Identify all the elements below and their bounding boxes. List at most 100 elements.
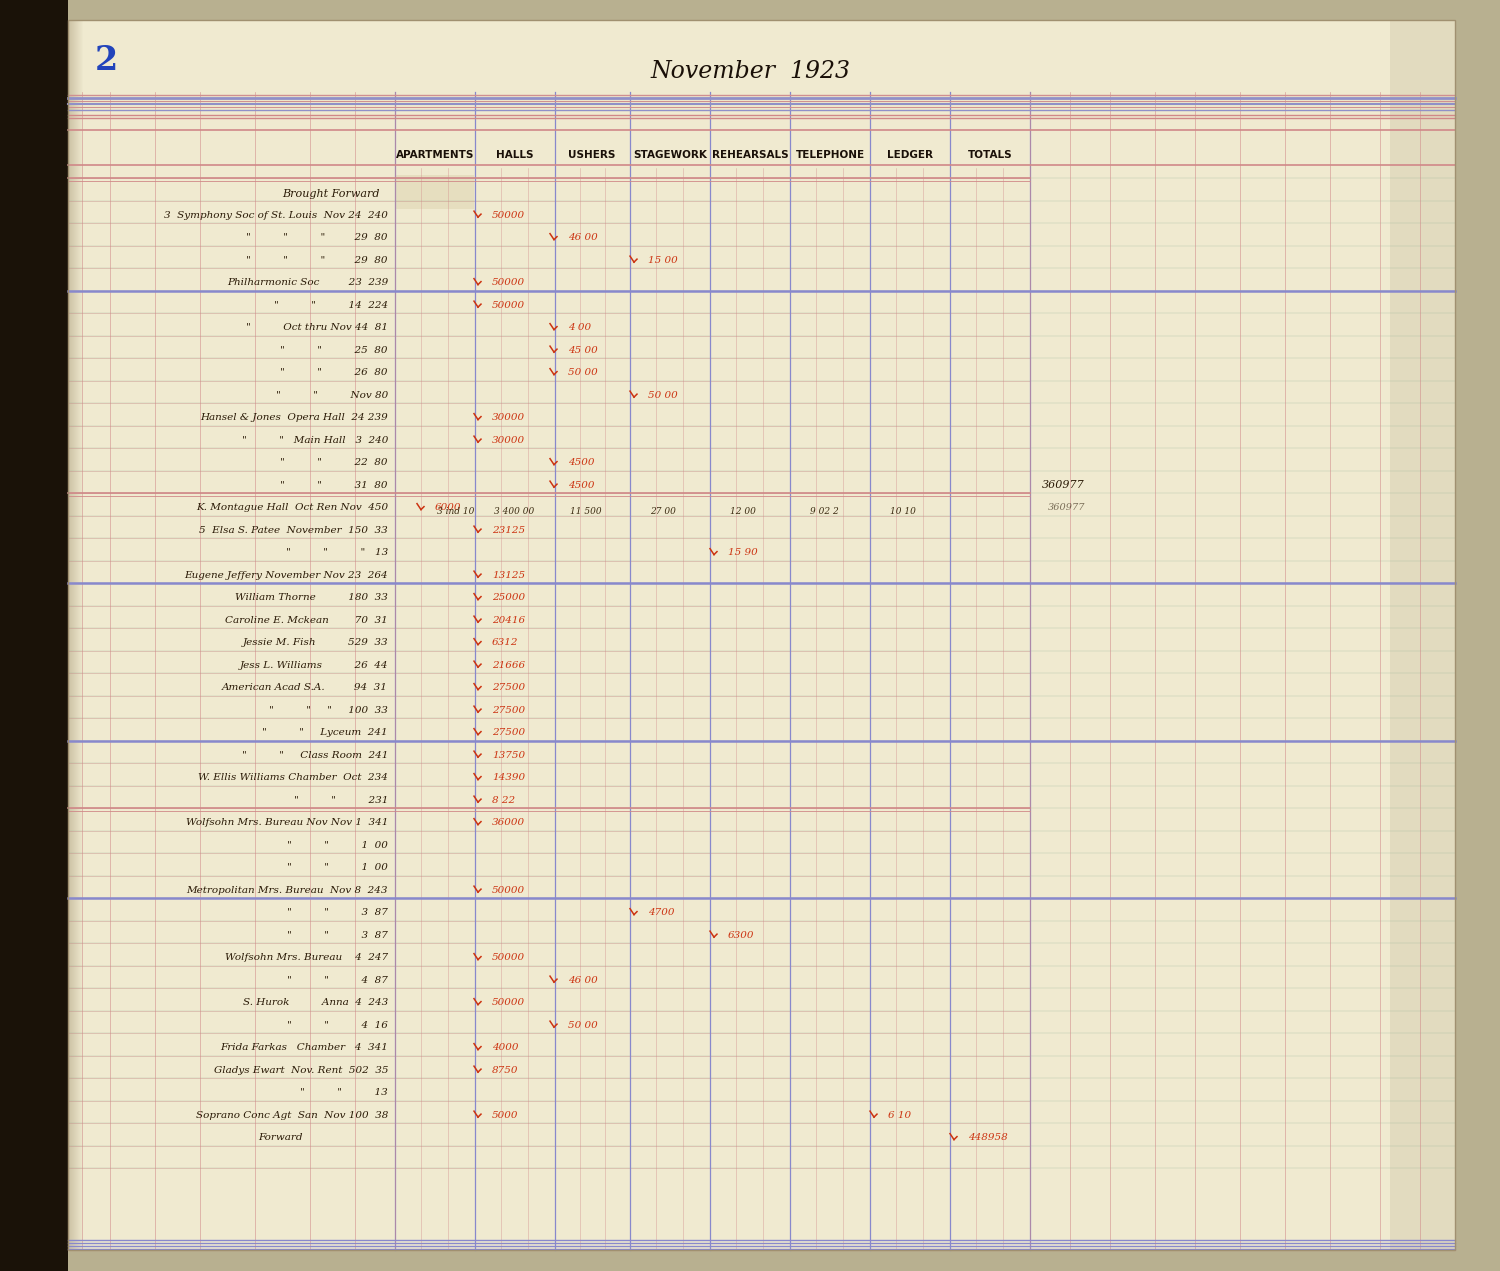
Text: 27500: 27500 — [492, 683, 525, 693]
Text: November  1923: November 1923 — [650, 61, 850, 84]
Text: 46 00: 46 00 — [568, 976, 597, 985]
Text: Wolfsohn Mrs. Bureau Nov Nov 1  341: Wolfsohn Mrs. Bureau Nov Nov 1 341 — [186, 819, 388, 827]
Text: 50000: 50000 — [492, 998, 525, 1007]
Text: 45 00: 45 00 — [568, 346, 597, 355]
Text: 4500: 4500 — [568, 458, 594, 468]
Text: 50000: 50000 — [492, 886, 525, 895]
Bar — [1390, 20, 1455, 1249]
Text: HALLS: HALLS — [496, 150, 534, 160]
Text: 27500: 27500 — [492, 705, 525, 714]
Text: "          "          25  80: " " 25 80 — [280, 346, 388, 355]
Text: "          "          3  87: " " 3 87 — [286, 930, 388, 939]
Text: TELEPHONE: TELEPHONE — [795, 150, 864, 160]
Text: Caroline E. Mckean        70  31: Caroline E. Mckean 70 31 — [225, 615, 388, 624]
Text: 50000: 50000 — [492, 953, 525, 962]
Text: Jessie M. Fish          529  33: Jessie M. Fish 529 33 — [243, 638, 388, 647]
Bar — [0, 0, 68, 1271]
Text: 21666: 21666 — [492, 661, 525, 670]
Text: 4700: 4700 — [648, 907, 675, 918]
Text: K. Montague Hall  Oct Ren Nov  450: K. Montague Hall Oct Ren Nov 450 — [196, 503, 388, 512]
Text: 30000: 30000 — [492, 413, 525, 422]
Text: APARTMENTS: APARTMENTS — [396, 150, 474, 160]
Text: 23125: 23125 — [492, 526, 525, 535]
Text: "          "          1  00: " " 1 00 — [286, 863, 388, 872]
Text: 50000: 50000 — [492, 278, 525, 287]
Text: 9 02 2: 9 02 2 — [810, 507, 838, 516]
Bar — [396, 175, 474, 208]
Text: 448958: 448958 — [968, 1134, 1008, 1143]
Text: "          "          4  87: " " 4 87 — [286, 976, 388, 985]
Text: "          "          "         29  80: " " " 29 80 — [246, 255, 388, 264]
Text: "          "          26  80: " " 26 80 — [280, 369, 388, 377]
Text: "          "     "     100  33: " " " 100 33 — [268, 705, 388, 714]
Text: 50 00: 50 00 — [648, 390, 678, 399]
Text: "          "          Nov 80: " " Nov 80 — [276, 390, 388, 399]
Text: 46 00: 46 00 — [568, 233, 597, 241]
Text: "          "          231: " " 231 — [294, 796, 388, 805]
Text: 360977: 360977 — [1047, 503, 1084, 512]
Text: Jess L. Williams          26  44: Jess L. Williams 26 44 — [240, 661, 388, 670]
Text: W. Ellis Williams Chamber  Oct  234: W. Ellis Williams Chamber Oct 234 — [198, 773, 388, 782]
Text: 4 00: 4 00 — [568, 323, 591, 332]
Text: 25000: 25000 — [492, 594, 525, 602]
Text: LEDGER: LEDGER — [886, 150, 933, 160]
Text: "          "          1  00: " " 1 00 — [286, 840, 388, 849]
Text: S. Hurok          Anna  4  243: S. Hurok Anna 4 243 — [243, 998, 388, 1007]
Text: 50000: 50000 — [492, 301, 525, 310]
Text: Brought Forward: Brought Forward — [282, 189, 380, 198]
Text: 5000: 5000 — [492, 1111, 519, 1120]
Text: Hansel & Jones  Opera Hall  24 239: Hansel & Jones Opera Hall 24 239 — [201, 413, 388, 422]
Text: 3 ind 10: 3 ind 10 — [436, 507, 474, 516]
Text: William Thorne          180  33: William Thorne 180 33 — [236, 594, 388, 602]
Text: TOTALS: TOTALS — [968, 150, 1012, 160]
Text: 36000: 36000 — [492, 819, 525, 827]
Text: Wolfsohn Mrs. Bureau    4  247: Wolfsohn Mrs. Bureau 4 247 — [225, 953, 388, 962]
Text: "          "          "         29  80: " " " 29 80 — [246, 233, 388, 241]
Text: 4500: 4500 — [568, 480, 594, 489]
Text: "          "          31  80: " " 31 80 — [280, 480, 388, 489]
Text: "          "          22  80: " " 22 80 — [280, 458, 388, 468]
Text: STAGEWORK: STAGEWORK — [633, 150, 706, 160]
Text: Forward: Forward — [258, 1134, 302, 1143]
Text: USHERS: USHERS — [568, 150, 615, 160]
Text: 10 10: 10 10 — [890, 507, 916, 516]
Text: 14390: 14390 — [492, 773, 525, 782]
Text: 50000: 50000 — [492, 211, 525, 220]
Text: Frida Farkas   Chamber   4  341: Frida Farkas Chamber 4 341 — [220, 1043, 388, 1052]
Text: 8750: 8750 — [492, 1065, 519, 1074]
Text: American Acad S.A.         94  31: American Acad S.A. 94 31 — [222, 683, 388, 693]
Text: 6312: 6312 — [492, 638, 519, 647]
Text: "          "          3  87: " " 3 87 — [286, 907, 388, 918]
Text: "          "          13: " " 13 — [300, 1088, 388, 1097]
Text: Philharmonic Soc         23  239: Philharmonic Soc 23 239 — [226, 278, 388, 287]
Text: 6300: 6300 — [728, 930, 754, 939]
Text: 5  Elsa S. Patee  November  150  33: 5 Elsa S. Patee November 150 33 — [200, 526, 388, 535]
Text: 15 00: 15 00 — [648, 255, 678, 264]
Text: 50 00: 50 00 — [568, 1021, 597, 1030]
Text: REHEARSALS: REHEARSALS — [711, 150, 789, 160]
Text: "          "     Lyceum  241: " " Lyceum 241 — [262, 728, 388, 737]
Text: 11 500: 11 500 — [570, 507, 602, 516]
Text: 6000: 6000 — [435, 503, 462, 512]
Text: "          "          14  224: " " 14 224 — [274, 301, 388, 310]
Text: "          "     Class Room  241: " " Class Room 241 — [242, 751, 388, 760]
Text: 4000: 4000 — [492, 1043, 519, 1052]
Text: 8 22: 8 22 — [492, 796, 514, 805]
Text: Soprano Conc Agt  San  Nov 100  38: Soprano Conc Agt San Nov 100 38 — [195, 1111, 388, 1120]
Text: 13750: 13750 — [492, 751, 525, 760]
Text: "          "   Main Hall   3  240: " " Main Hall 3 240 — [242, 436, 388, 445]
Text: 6 10: 6 10 — [888, 1111, 910, 1120]
Text: Metropolitan Mrs. Bureau  Nov 8  243: Metropolitan Mrs. Bureau Nov 8 243 — [186, 886, 388, 895]
Text: 2: 2 — [94, 43, 118, 76]
Text: "          "          4  16: " " 4 16 — [286, 1021, 388, 1030]
Text: 3  Symphony Soc of St. Louis  Nov 24  240: 3 Symphony Soc of St. Louis Nov 24 240 — [164, 211, 388, 220]
Text: "          Oct thru Nov 44  81: " Oct thru Nov 44 81 — [246, 323, 388, 332]
Text: 20416: 20416 — [492, 615, 525, 624]
Text: 50 00: 50 00 — [568, 369, 597, 377]
Text: 12 00: 12 00 — [730, 507, 756, 516]
Text: Gladys Ewart  Nov. Rent  502  35: Gladys Ewart Nov. Rent 502 35 — [213, 1065, 388, 1074]
Text: 27500: 27500 — [492, 728, 525, 737]
Text: 15 90: 15 90 — [728, 548, 758, 557]
Text: 3 400 00: 3 400 00 — [494, 507, 534, 516]
Text: "          "          "   13: " " " 13 — [285, 548, 388, 557]
